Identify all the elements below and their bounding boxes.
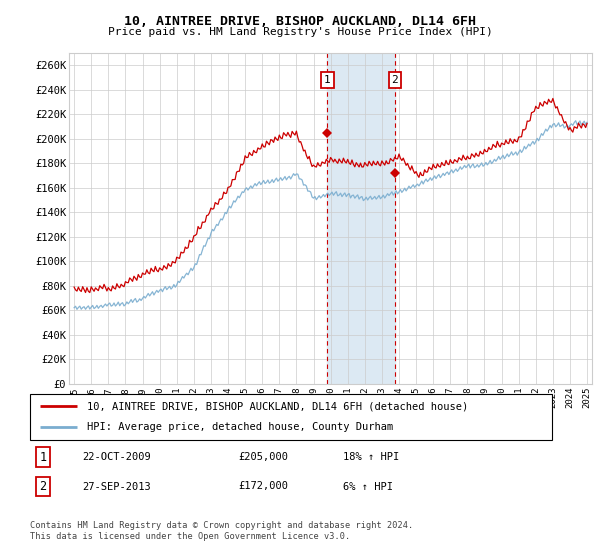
Text: 27-SEP-2013: 27-SEP-2013: [82, 482, 151, 492]
Text: £205,000: £205,000: [239, 452, 289, 462]
Text: 22-OCT-2009: 22-OCT-2009: [82, 452, 151, 462]
Text: 10, AINTREE DRIVE, BISHOP AUCKLAND, DL14 6FH (detached house): 10, AINTREE DRIVE, BISHOP AUCKLAND, DL14…: [88, 401, 469, 411]
FancyBboxPatch shape: [30, 394, 552, 440]
Text: This data is licensed under the Open Government Licence v3.0.: This data is licensed under the Open Gov…: [30, 532, 350, 541]
Text: Price paid vs. HM Land Registry's House Price Index (HPI): Price paid vs. HM Land Registry's House …: [107, 27, 493, 37]
Text: 2: 2: [391, 75, 398, 85]
Text: £172,000: £172,000: [239, 482, 289, 492]
Text: 10, AINTREE DRIVE, BISHOP AUCKLAND, DL14 6FH: 10, AINTREE DRIVE, BISHOP AUCKLAND, DL14…: [124, 15, 476, 28]
Text: 1: 1: [324, 75, 331, 85]
Text: 2: 2: [40, 480, 47, 493]
Text: 6% ↑ HPI: 6% ↑ HPI: [343, 482, 393, 492]
Text: 18% ↑ HPI: 18% ↑ HPI: [343, 452, 400, 462]
Text: Contains HM Land Registry data © Crown copyright and database right 2024.: Contains HM Land Registry data © Crown c…: [30, 521, 413, 530]
Text: 1: 1: [40, 451, 47, 464]
Bar: [328, 53, 395, 384]
Text: HPI: Average price, detached house, County Durham: HPI: Average price, detached house, Coun…: [88, 422, 394, 432]
